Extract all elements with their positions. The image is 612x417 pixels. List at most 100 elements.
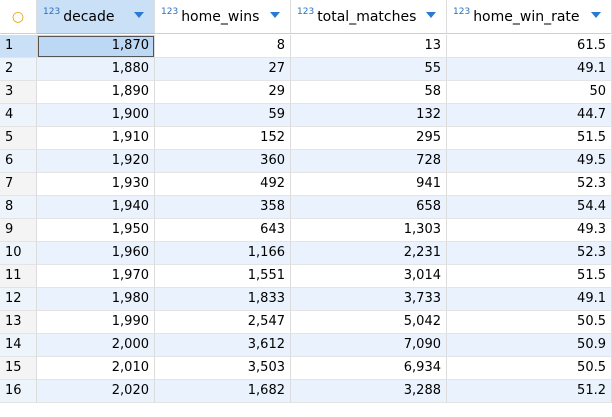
cell-total-matches[interactable]: 295 bbox=[291, 127, 447, 150]
cell-home-wins[interactable]: 358 bbox=[155, 196, 291, 219]
row-number[interactable]: 14 bbox=[0, 334, 37, 357]
cell-decade[interactable]: 1,890 bbox=[37, 81, 155, 104]
cell-home-win-rate[interactable]: 51.2 bbox=[447, 380, 612, 403]
cell-home-wins[interactable]: 360 bbox=[155, 150, 291, 173]
table-row[interactable]: 14 2,000 3,612 7,090 50.9 bbox=[0, 334, 612, 357]
cell-home-win-rate[interactable]: 49.1 bbox=[447, 288, 612, 311]
cell-home-wins[interactable]: 1,833 bbox=[155, 288, 291, 311]
table-row[interactable]: 5 1,910 152 295 51.5 bbox=[0, 127, 612, 150]
cell-home-win-rate[interactable]: 52.3 bbox=[447, 242, 612, 265]
dropdown-arrow-icon[interactable] bbox=[591, 12, 601, 18]
cell-home-win-rate[interactable]: 51.5 bbox=[447, 265, 612, 288]
table-row[interactable]: 16 2,020 1,682 3,288 51.2 bbox=[0, 380, 612, 403]
cell-home-win-rate[interactable]: 50 bbox=[447, 81, 612, 104]
row-number[interactable]: 13 bbox=[0, 311, 37, 334]
table-row[interactable]: 12 1,980 1,833 3,733 49.1 bbox=[0, 288, 612, 311]
cell-home-wins[interactable]: 2,547 bbox=[155, 311, 291, 334]
cell-home-win-rate[interactable]: 54.4 bbox=[447, 196, 612, 219]
cell-home-win-rate[interactable]: 44.7 bbox=[447, 104, 612, 127]
cell-total-matches[interactable]: 6,934 bbox=[291, 357, 447, 380]
cell-decade[interactable]: 2,010 bbox=[37, 357, 155, 380]
cell-home-wins[interactable]: 59 bbox=[155, 104, 291, 127]
row-number[interactable]: 2 bbox=[0, 58, 37, 81]
row-number[interactable]: 6 bbox=[0, 150, 37, 173]
cell-home-wins[interactable]: 152 bbox=[155, 127, 291, 150]
cell-decade[interactable]: 2,000 bbox=[37, 334, 155, 357]
cell-home-win-rate[interactable]: 61.5 bbox=[447, 35, 612, 58]
table-row[interactable]: 10 1,960 1,166 2,231 52.3 bbox=[0, 242, 612, 265]
cell-total-matches[interactable]: 2,231 bbox=[291, 242, 447, 265]
column-header-decade[interactable]: 123 decade bbox=[37, 0, 155, 34]
cell-home-wins[interactable]: 8 bbox=[155, 35, 291, 58]
cell-total-matches[interactable]: 5,042 bbox=[291, 311, 447, 334]
cell-total-matches[interactable]: 941 bbox=[291, 173, 447, 196]
cell-home-wins[interactable]: 492 bbox=[155, 173, 291, 196]
cell-total-matches[interactable]: 658 bbox=[291, 196, 447, 219]
cell-home-win-rate[interactable]: 49.5 bbox=[447, 150, 612, 173]
table-row[interactable]: 6 1,920 360 728 49.5 bbox=[0, 150, 612, 173]
row-number[interactable]: 12 bbox=[0, 288, 37, 311]
table-row[interactable]: 7 1,930 492 941 52.3 bbox=[0, 173, 612, 196]
cell-decade[interactable]: 1,930 bbox=[37, 173, 155, 196]
table-row[interactable]: 3 1,890 29 58 50 bbox=[0, 81, 612, 104]
cell-home-win-rate[interactable]: 50.9 bbox=[447, 334, 612, 357]
cell-total-matches[interactable]: 55 bbox=[291, 58, 447, 81]
cell-total-matches[interactable]: 3,288 bbox=[291, 380, 447, 403]
row-number[interactable]: 5 bbox=[0, 127, 37, 150]
cell-total-matches[interactable]: 3,733 bbox=[291, 288, 447, 311]
column-header-home-win-rate[interactable]: 123 home_win_rate bbox=[447, 0, 612, 34]
cell-decade[interactable]: 1,940 bbox=[37, 196, 155, 219]
table-row[interactable]: 1 1,870 8 13 61.5 bbox=[0, 35, 612, 58]
cell-decade[interactable]: 1,990 bbox=[37, 311, 155, 334]
dropdown-arrow-icon[interactable] bbox=[426, 12, 436, 18]
row-number[interactable]: 10 bbox=[0, 242, 37, 265]
table-row[interactable]: 15 2,010 3,503 6,934 50.5 bbox=[0, 357, 612, 380]
cell-home-wins[interactable]: 1,682 bbox=[155, 380, 291, 403]
row-number[interactable]: 9 bbox=[0, 219, 37, 242]
row-number[interactable]: 8 bbox=[0, 196, 37, 219]
cell-decade[interactable]: 1,880 bbox=[37, 58, 155, 81]
row-number[interactable]: 11 bbox=[0, 265, 37, 288]
corner-cell[interactable]: ○ bbox=[0, 0, 37, 34]
table-row[interactable]: 11 1,970 1,551 3,014 51.5 bbox=[0, 265, 612, 288]
cell-home-wins[interactable]: 27 bbox=[155, 58, 291, 81]
table-row[interactable]: 2 1,880 27 55 49.1 bbox=[0, 58, 612, 81]
table-row[interactable]: 4 1,900 59 132 44.7 bbox=[0, 104, 612, 127]
cell-total-matches[interactable]: 7,090 bbox=[291, 334, 447, 357]
cell-total-matches[interactable]: 132 bbox=[291, 104, 447, 127]
cell-home-win-rate[interactable]: 51.5 bbox=[447, 127, 612, 150]
cell-decade[interactable]: 1,970 bbox=[37, 265, 155, 288]
cell-decade[interactable]: 1,870 bbox=[37, 35, 155, 58]
cell-home-win-rate[interactable]: 49.3 bbox=[447, 219, 612, 242]
cell-decade[interactable]: 1,980 bbox=[37, 288, 155, 311]
cell-total-matches[interactable]: 3,014 bbox=[291, 265, 447, 288]
cell-total-matches[interactable]: 58 bbox=[291, 81, 447, 104]
dropdown-arrow-icon[interactable] bbox=[270, 12, 280, 18]
cell-decade[interactable]: 1,920 bbox=[37, 150, 155, 173]
cell-decade[interactable]: 2,020 bbox=[37, 380, 155, 403]
cell-home-win-rate[interactable]: 49.1 bbox=[447, 58, 612, 81]
row-number[interactable]: 15 bbox=[0, 357, 37, 380]
cell-decade[interactable]: 1,910 bbox=[37, 127, 155, 150]
cell-decade[interactable]: 1,950 bbox=[37, 219, 155, 242]
row-number[interactable]: 16 bbox=[0, 380, 37, 403]
cell-total-matches[interactable]: 728 bbox=[291, 150, 447, 173]
row-number[interactable]: 4 bbox=[0, 104, 37, 127]
cell-home-win-rate[interactable]: 52.3 bbox=[447, 173, 612, 196]
row-number[interactable]: 7 bbox=[0, 173, 37, 196]
dropdown-arrow-icon[interactable] bbox=[134, 12, 144, 18]
cell-home-wins[interactable]: 3,612 bbox=[155, 334, 291, 357]
cell-home-wins[interactable]: 1,166 bbox=[155, 242, 291, 265]
table-row[interactable]: 8 1,940 358 658 54.4 bbox=[0, 196, 612, 219]
row-number[interactable]: 3 bbox=[0, 81, 37, 104]
table-row[interactable]: 9 1,950 643 1,303 49.3 bbox=[0, 219, 612, 242]
column-header-home-wins[interactable]: 123 home_wins bbox=[155, 0, 291, 34]
cell-decade[interactable]: 1,900 bbox=[37, 104, 155, 127]
column-header-total-matches[interactable]: 123 total_matches bbox=[291, 0, 447, 34]
cell-total-matches[interactable]: 1,303 bbox=[291, 219, 447, 242]
row-number[interactable]: 1 bbox=[0, 35, 37, 58]
cell-home-wins[interactable]: 1,551 bbox=[155, 265, 291, 288]
cell-home-wins[interactable]: 29 bbox=[155, 81, 291, 104]
cell-decade[interactable]: 1,960 bbox=[37, 242, 155, 265]
cell-home-win-rate[interactable]: 50.5 bbox=[447, 311, 612, 334]
